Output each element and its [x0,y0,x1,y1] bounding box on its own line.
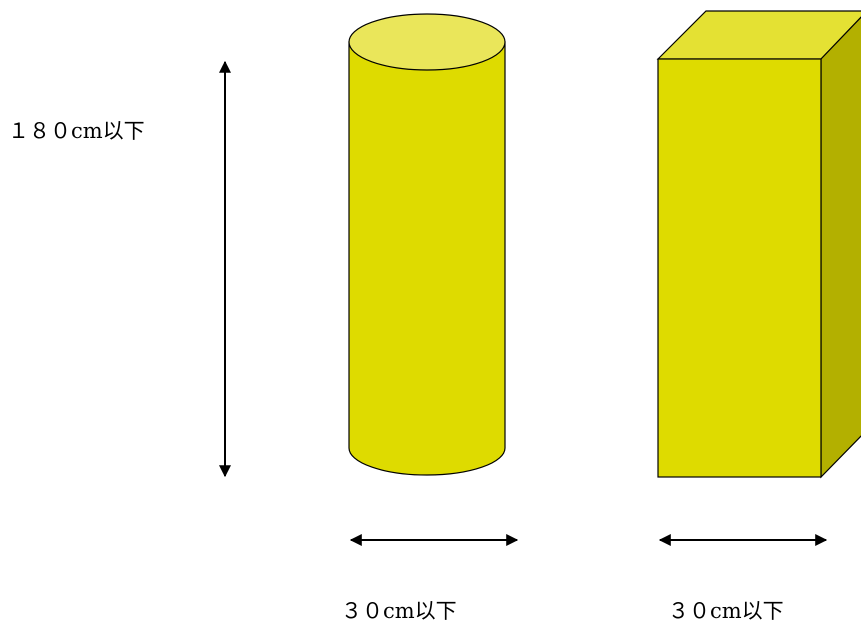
box-side-face [820,16,861,479]
cylinder-shape [348,13,506,476]
cylinder-top-face [348,13,506,71]
box-front-face [657,58,822,478]
cylinder-width-label: ３０cm以下 [341,599,457,623]
box-width-label: ３０cm以下 [668,599,784,623]
cylinder-body [348,41,506,476]
height-limit-label: １８０cm以下 [8,119,145,143]
box-shape [656,10,861,479]
